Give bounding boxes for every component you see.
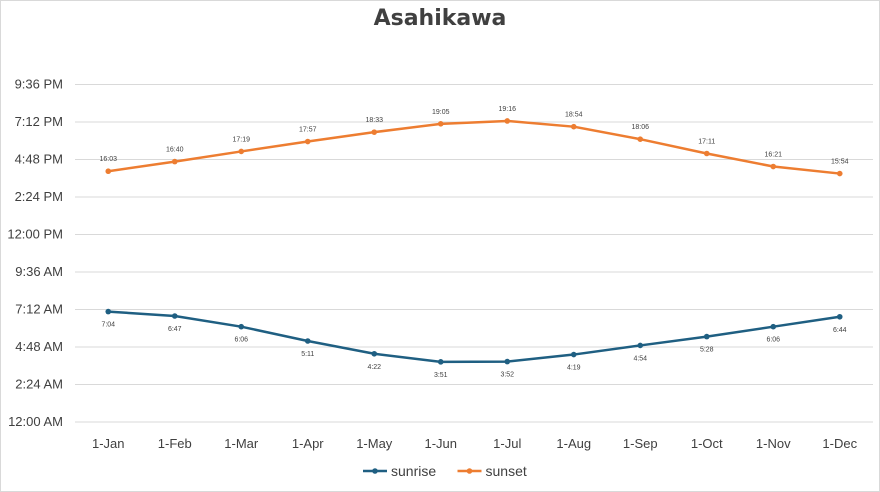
x-tick-label: 1-Sep	[623, 436, 658, 451]
y-tick-label: 7:12 PM	[15, 114, 63, 129]
data-label-sunrise: 6:44	[833, 327, 847, 334]
series-line-sunrise	[108, 310, 840, 364]
y-tick-label: 2:24 PM	[15, 189, 63, 204]
x-tick-label: 1-Jan	[92, 436, 125, 451]
y-tick-label: 12:00 AM	[8, 414, 63, 429]
data-point-sunset	[637, 136, 644, 142]
data-label-sunrise: 5:11	[301, 351, 314, 358]
x-tick-label: 1-Oct	[691, 436, 723, 451]
x-tick-label: 1-Jun	[424, 436, 457, 451]
data-label-sunset: 18:06	[631, 124, 649, 131]
data-point-sunset	[703, 150, 710, 157]
data-point-sunrise	[238, 323, 245, 330]
x-tick-label: 1-Dec	[822, 436, 857, 451]
data-point-sunset	[504, 118, 511, 124]
data-point-sunrise	[836, 313, 843, 320]
data-label-sunset: 18:54	[565, 112, 583, 119]
x-tick-label: 1-May	[356, 436, 393, 451]
x-tick-label: 1-Jul	[493, 436, 521, 451]
data-point-sunrise	[637, 342, 644, 349]
data-label-sunset: 19:16	[498, 106, 516, 113]
x-tick-label: 1-Feb	[158, 436, 192, 451]
x-tick-label: 1-Aug	[556, 436, 591, 451]
data-point-sunrise	[437, 359, 444, 365]
data-label-sunrise: 6:06	[234, 337, 248, 344]
legend-marker-sunrise	[372, 468, 378, 474]
legend-label-sunrise: sunrise	[391, 463, 436, 479]
data-point-sunset	[770, 163, 777, 170]
data-label-sunset: 17:11	[698, 139, 715, 146]
data-label-sunset: 18:33	[365, 117, 383, 124]
data-label-sunset: 16:03	[99, 156, 117, 163]
data-label-sunrise: 4:22	[367, 364, 381, 371]
data-label-sunrise: 6:06	[766, 337, 780, 344]
data-point-sunset	[836, 170, 843, 177]
data-label-sunrise: 6:47	[168, 326, 182, 333]
y-tick-label: 7:12 AM	[15, 302, 63, 317]
data-point-sunset	[238, 148, 245, 155]
data-point-sunrise	[105, 308, 112, 315]
data-label-sunset: 17:19	[232, 136, 250, 143]
data-label-sunset: 16:21	[764, 152, 782, 159]
data-point-sunset	[171, 158, 178, 165]
data-label-sunrise: 4:19	[567, 365, 581, 372]
y-tick-label: 4:48 PM	[15, 152, 63, 167]
data-point-sunrise	[371, 350, 378, 357]
y-tick-label: 9:36 AM	[15, 264, 63, 279]
y-tick-label: 9:36 PM	[15, 77, 63, 92]
data-point-sunrise	[304, 338, 311, 344]
data-point-sunrise	[504, 358, 511, 365]
data-point-sunset	[105, 168, 112, 175]
y-tick-label: 12:00 PM	[7, 227, 63, 242]
data-label-sunset: 17:57	[299, 127, 317, 134]
data-label-sunset: 16:40	[166, 147, 184, 154]
data-label-sunrise: 3:52	[500, 372, 514, 379]
data-label-sunrise: 3:51	[434, 372, 448, 379]
legend-label-sunset: sunset	[486, 463, 527, 479]
data-point-sunrise	[171, 313, 178, 319]
data-label-sunset: 19:05	[432, 109, 450, 116]
data-point-sunrise	[570, 351, 577, 358]
chart-title: Asahikawa	[373, 6, 507, 31]
x-tick-label: 1-Nov	[756, 436, 791, 451]
y-tick-label: 2:24 AM	[15, 377, 63, 392]
data-label-sunset: 15:54	[831, 159, 849, 166]
series-line-sunset	[108, 119, 840, 175]
x-tick-label: 1-Apr	[292, 436, 324, 451]
data-point-sunset	[570, 123, 577, 130]
data-label-sunrise: 7:04	[101, 322, 115, 329]
data-point-sunset	[304, 138, 311, 145]
x-tick-label: 1-Mar	[224, 436, 259, 451]
data-point-sunrise	[770, 323, 777, 330]
data-label-sunrise: 5:28	[700, 347, 714, 354]
data-point-sunrise	[703, 333, 710, 340]
y-tick-label: 4:48 AM	[15, 339, 63, 354]
data-point-sunset	[437, 121, 444, 127]
legend-marker-sunset	[466, 468, 473, 474]
data-label-sunrise: 4:54	[633, 355, 647, 362]
data-point-sunset	[371, 129, 378, 135]
